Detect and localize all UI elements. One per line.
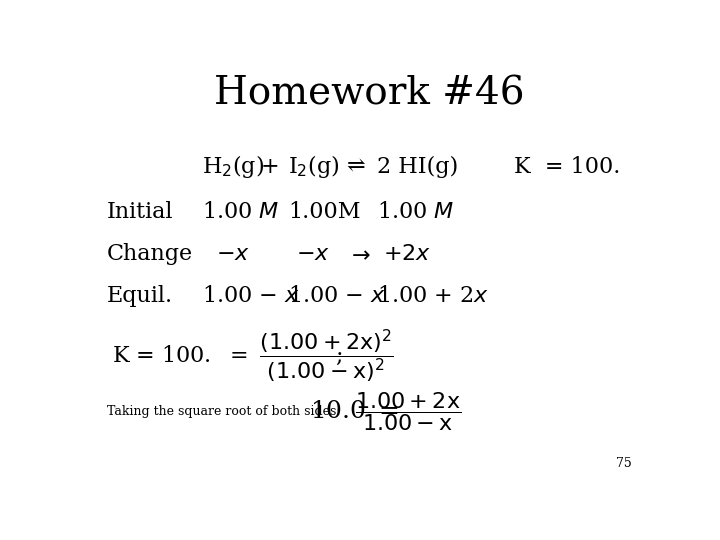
Text: +: +: [260, 156, 279, 178]
Text: Change: Change: [107, 243, 193, 265]
Text: $\rightarrow$: $\rightarrow$: [347, 243, 371, 265]
Text: Equil.: Equil.: [107, 285, 173, 307]
Text: ;: ;: [336, 345, 343, 367]
Text: 10.0 $=$: 10.0 $=$: [310, 401, 399, 423]
Text: 1.00 $-$ $x$: 1.00 $-$ $x$: [202, 285, 300, 307]
Text: 1.00 $\it{M}$: 1.00 $\it{M}$: [377, 201, 454, 224]
Text: H$_2$(g): H$_2$(g): [202, 153, 264, 180]
Text: Homework #46: Homework #46: [214, 76, 524, 112]
Text: K = 100.  $=$ $\dfrac{(1.00+2\mathrm{x})^{2}}{(1.00-\mathrm{x})^{2}}$: K = 100. $=$ $\dfrac{(1.00+2\mathrm{x})^…: [112, 327, 394, 384]
Text: $-x$: $-x$: [215, 243, 250, 265]
Text: Taking the square root of both sides:: Taking the square root of both sides:: [107, 406, 341, 419]
Text: 2 HI(g): 2 HI(g): [377, 156, 459, 178]
Text: K  = 100.: K = 100.: [514, 156, 621, 178]
Text: I$_2$(g): I$_2$(g): [288, 153, 340, 180]
Text: 1.00 $-$ $x$: 1.00 $-$ $x$: [288, 285, 386, 307]
Text: 75: 75: [616, 457, 631, 470]
Text: Initial: Initial: [107, 201, 174, 224]
Text: 1.00 $\it{M}$: 1.00 $\it{M}$: [202, 201, 279, 224]
Text: ⇌: ⇌: [347, 156, 365, 178]
Text: 1.00 $+$ 2$x$: 1.00 $+$ 2$x$: [377, 285, 489, 307]
Text: $+2x$: $+2x$: [383, 243, 431, 265]
Text: $-x$: $-x$: [297, 243, 330, 265]
Text: $\dfrac{1.00+2\mathrm{x}}{1.00-\mathrm{x}}$: $\dfrac{1.00+2\mathrm{x}}{1.00-\mathrm{x…: [355, 390, 462, 434]
Text: 1.00M: 1.00M: [288, 201, 361, 224]
